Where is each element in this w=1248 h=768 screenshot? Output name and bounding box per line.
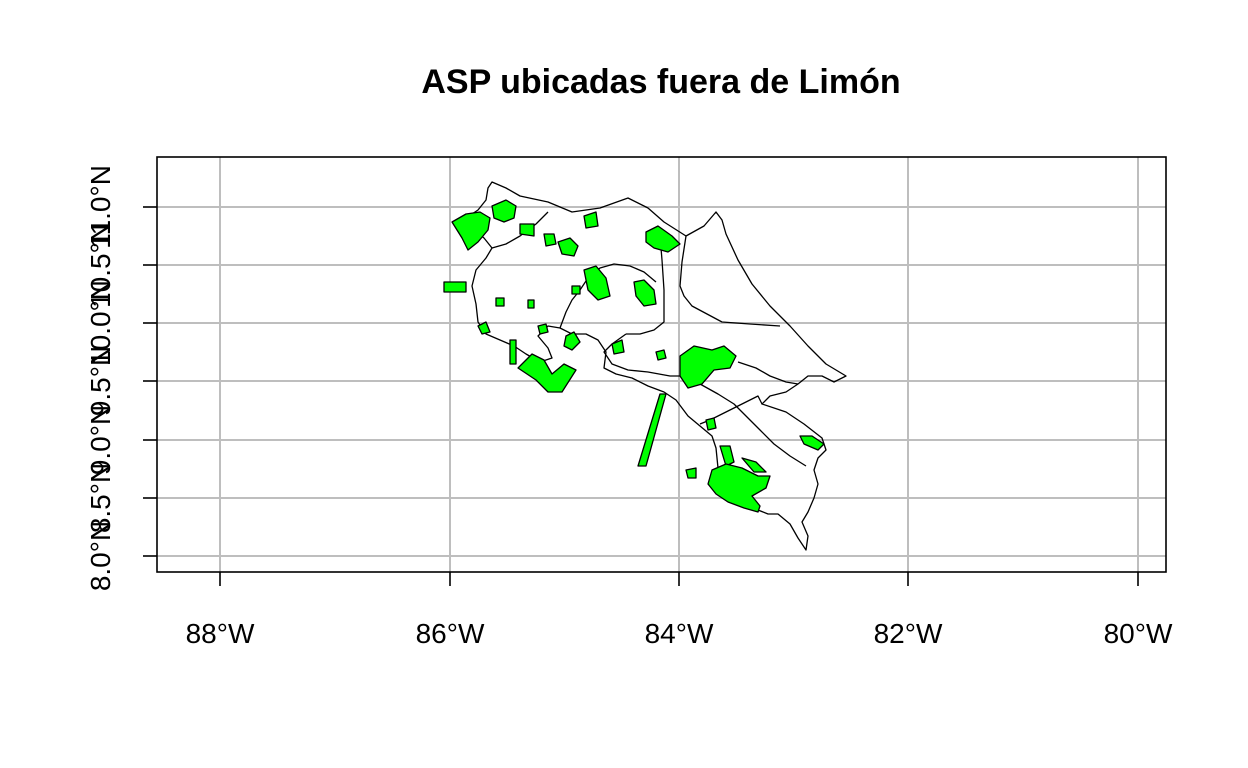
- y-axis-ticks: [143, 206, 157, 557]
- asp-area: [563, 331, 581, 351]
- country-outline: [465, 181, 847, 551]
- x-tick-label: 84°W: [645, 618, 714, 649]
- asp-area: [611, 339, 625, 355]
- x-tick-label: 88°W: [186, 618, 255, 649]
- protected-areas: [443, 199, 825, 513]
- x-axis-ticks: [219, 572, 1139, 586]
- province-outlines: [465, 181, 847, 551]
- asp-area: [527, 299, 535, 309]
- asp-area: [495, 297, 505, 307]
- asp-area: [557, 237, 579, 257]
- asp-area: [451, 211, 491, 251]
- x-tick-label: 86°W: [416, 618, 485, 649]
- y-tick-label: 10.0°N: [85, 280, 116, 366]
- asp-area: [477, 321, 491, 335]
- x-axis-labels: 88°W 86°W 84°W 82°W 80°W: [186, 618, 1173, 649]
- asp-area: [707, 463, 771, 513]
- y-tick-label: 8.0°N: [85, 521, 116, 591]
- asp-area: [705, 417, 717, 431]
- x-tick-label: 80°W: [1104, 618, 1173, 649]
- asp-area: [509, 339, 517, 365]
- x-tick-label: 82°W: [874, 618, 943, 649]
- y-axis-labels: 8.0°N 8.5°N 9.0°N 9.5°N 10.0°N 10.5°N 11…: [85, 165, 116, 591]
- plot-frame: [156, 156, 1167, 573]
- asp-area: [633, 279, 657, 307]
- province-border-3: [603, 333, 688, 377]
- asp-area: [571, 285, 581, 295]
- asp-area: [685, 467, 697, 479]
- province-border-5: [737, 361, 799, 385]
- asp-area: [799, 435, 825, 451]
- y-tick-label: 9.5°N: [85, 346, 116, 416]
- province-border-4: [687, 375, 807, 467]
- asp-area: [543, 233, 557, 247]
- asp-area: [655, 349, 667, 361]
- asp-area: [741, 457, 767, 473]
- asp-area: [537, 323, 549, 335]
- map-title: ASP ubicadas fuera de Limón: [421, 63, 900, 101]
- asp-area: [583, 265, 611, 301]
- asp-area: [583, 211, 599, 229]
- y-tick-label: 11.0°N: [85, 165, 116, 249]
- asp-area: [719, 445, 735, 467]
- asp-area: [645, 225, 681, 253]
- asp-area: [517, 353, 577, 393]
- asp-area: [491, 199, 517, 223]
- y-tick-label: 9.0°N: [85, 405, 116, 475]
- gridlines: [157, 157, 1166, 572]
- y-tick-label: 8.5°N: [85, 463, 116, 533]
- province-border-1: [626, 235, 665, 335]
- asp-area: [679, 345, 737, 389]
- y-tick-label: 10.5°N: [85, 222, 116, 308]
- province-border-8: [491, 211, 549, 249]
- asp-area: [637, 393, 667, 467]
- province-border-2: [679, 235, 781, 327]
- asp-area: [443, 281, 467, 293]
- asp-area: [519, 223, 535, 237]
